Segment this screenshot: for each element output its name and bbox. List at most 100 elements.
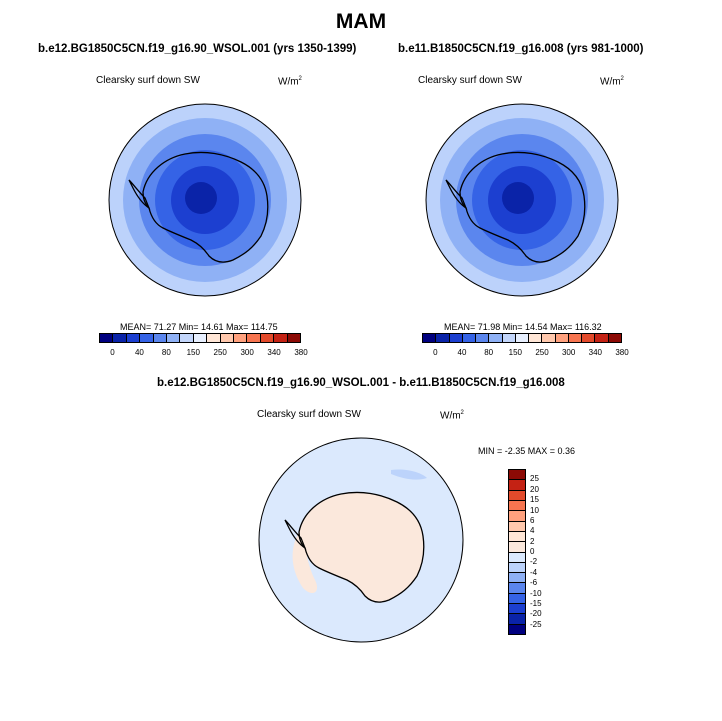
right-colorbar-tick-label: 40 (457, 348, 467, 357)
right-contour-band-6 (502, 182, 534, 214)
difference-colorbar-swatch-11 (509, 583, 525, 594)
difference-colorbar-swatch-9 (509, 562, 525, 574)
left-colorbar-tick-label: 150 (186, 348, 200, 357)
figure-title: MAM (335, 10, 387, 33)
difference-colorbar-tick-label: -15 (530, 598, 542, 608)
right-colorbar-swatch-0 (423, 334, 437, 342)
right-colorbar-swatch-11 (568, 334, 583, 342)
left-colorbar-swatch-1 (113, 334, 127, 342)
right-panel-title: b.e11.B1850C5CN.f19_g16.008 (yrs 981-100… (398, 43, 644, 55)
left-colorbar-tick-label: 250 (213, 348, 227, 357)
difference-colorbar-tick-label: -25 (530, 619, 542, 629)
left-colorbar-swatch-9 (220, 334, 235, 342)
difference-colorbar-swatch-12 (509, 593, 525, 605)
left-colorbar-tick-label: 80 (161, 348, 171, 357)
left-polar-map (108, 103, 302, 297)
difference-colorbar-swatch-13 (509, 604, 525, 615)
difference-colorbar (508, 469, 526, 635)
difference-title: b.e12.BG1850C5CN.f19_g16.90_WSOL.001 - b… (157, 377, 565, 389)
left-colorbar-swatch-12 (260, 334, 275, 342)
right-colorbar-swatch-9 (542, 334, 556, 342)
left-colorbar-swatch-2 (126, 334, 141, 342)
right-colorbar-tick-label: 300 (561, 348, 576, 357)
difference-colorbar-tick-label: 6 (530, 515, 535, 525)
left-panel-title: b.e12.BG1850C5CN.f19_g16.90_WSOL.001 (yr… (38, 43, 357, 55)
right-colorbar-swatch-14 (608, 334, 621, 342)
difference-colorbar-tick-label: -6 (530, 578, 538, 588)
difference-colorbar-swatch-10 (509, 573, 525, 584)
difference-colorbar-tick-label: 10 (530, 505, 539, 515)
left-contour-band-6 (185, 182, 217, 214)
left-colorbar-tick-label: 380 (294, 348, 308, 357)
difference-units-label: W/m2 (440, 410, 464, 422)
difference-colorbar-swatch-7 (509, 542, 525, 553)
difference-colorbar-swatch-4 (509, 511, 525, 522)
difference-colorbar-swatch-8 (509, 552, 525, 563)
difference-colorbar-tick-label: -2 (530, 557, 538, 567)
difference-colorbar-tick-label: -20 (530, 609, 542, 619)
difference-colorbar-tick-label: 25 (530, 474, 539, 484)
difference-stats: MIN = -2.35 MAX = 0.36 (478, 446, 576, 456)
right-colorbar-ticks: 0 40 80 150 250 300 340 380 (422, 348, 629, 360)
right-colorbar-swatch-1 (436, 334, 450, 342)
right-colorbar-swatch-3 (462, 334, 477, 342)
difference-colorbar-tick-label: -10 (530, 588, 542, 598)
difference-positive-region-west (292, 532, 318, 594)
difference-colorbar-tick-label: 4 (530, 526, 535, 536)
right-colorbar-swatch-8 (529, 334, 543, 342)
difference-colorbar-swatch-3 (509, 500, 525, 512)
difference-colorbar-tick-label: 20 (530, 484, 539, 494)
difference-colorbar-tick-label: 15 (530, 495, 539, 505)
difference-colorbar-swatch-5 (509, 521, 525, 532)
right-colorbar-swatch-4 (476, 334, 490, 342)
left-colorbar-tick-label: 340 (267, 348, 281, 357)
left-colorbar-swatch-14 (287, 334, 301, 342)
difference-colorbar-swatch-0 (509, 470, 525, 481)
difference-colorbar-swatch-14 (509, 614, 525, 625)
left-colorbar-swatch-11 (247, 334, 261, 342)
right-units-label: W/m2 (600, 76, 624, 88)
difference-variable-label: Clearsky surf down SW (257, 409, 361, 420)
difference-colorbar-swatch-1 (509, 480, 525, 491)
difference-polar-map (258, 437, 464, 643)
left-variable-label: Clearsky surf down SW (96, 75, 200, 86)
difference-colorbar-swatch-15 (509, 624, 525, 634)
right-colorbar-swatch-2 (449, 334, 463, 342)
left-colorbar-swatch-7 (193, 334, 208, 342)
left-colorbar-swatch-8 (207, 334, 221, 342)
left-stats: MEAN= 71.27 Min= 14.61 Max= 114.75 (120, 322, 278, 332)
right-colorbar-tick-label: 80 (484, 348, 494, 357)
right-colorbar-swatch-6 (502, 334, 516, 342)
right-colorbar-swatch-7 (515, 334, 530, 342)
left-colorbar-swatch-6 (180, 334, 194, 342)
difference-colorbar-ticks: 25 20 15 10 6 4 2 0 -2 -4 -6 -10 -15 -20 -25 (530, 469, 554, 635)
left-colorbar-tick-label: 0 (110, 348, 115, 357)
right-colorbar-tick-label: 150 (508, 348, 522, 357)
left-units-label: W/m2 (278, 76, 302, 88)
difference-colorbar-tick-label: 0 (530, 547, 535, 556)
right-stats: MEAN= 71.98 Min= 14.54 Max= 116.32 (444, 322, 602, 332)
difference-colorbar-tick-label: 2 (530, 536, 535, 546)
difference-colorbar-swatch-2 (509, 490, 525, 501)
left-colorbar-swatch-13 (274, 334, 288, 342)
right-polar-map (425, 103, 619, 297)
right-colorbar-swatch-10 (555, 334, 569, 342)
right-variable-label: Clearsky surf down SW (418, 75, 522, 86)
left-colorbar (99, 333, 301, 343)
right-colorbar-tick-label: 380 (615, 348, 629, 357)
left-colorbar-tick-label: 300 (240, 348, 254, 357)
right-colorbar-tick-label: 250 (535, 348, 549, 357)
left-colorbar-tick-label: 40 (134, 348, 144, 357)
difference-colorbar-swatch-6 (509, 531, 525, 543)
right-colorbar-swatch-5 (489, 334, 503, 342)
right-colorbar-swatch-13 (595, 334, 609, 342)
left-colorbar-swatch-5 (167, 334, 181, 342)
right-colorbar-tick-label: 340 (588, 348, 602, 357)
difference-negative-patch (391, 469, 427, 480)
left-colorbar-swatch-4 (153, 334, 168, 342)
right-colorbar (422, 333, 622, 343)
left-colorbar-swatch-3 (140, 334, 154, 342)
left-colorbar-swatch-10 (234, 334, 248, 342)
difference-colorbar-tick-label: -4 (530, 567, 538, 577)
right-colorbar-tick-label: 0 (433, 348, 438, 357)
